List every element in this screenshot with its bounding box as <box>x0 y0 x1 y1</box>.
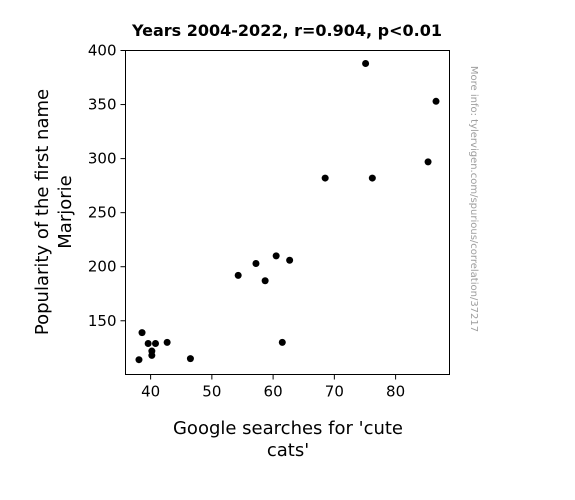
y-tick-label: 200 <box>88 258 117 276</box>
data-point-16 <box>368 174 376 182</box>
plot-border <box>125 50 450 375</box>
y-tick-label: 400 <box>88 42 117 60</box>
data-point-12 <box>278 338 286 346</box>
x-tick-label: 60 <box>264 383 283 401</box>
data-point-15 <box>362 59 370 67</box>
chart-title: Years 2004-2022, r=0.904, p<0.01 <box>131 21 442 40</box>
data-point-5 <box>152 339 160 347</box>
plot-area <box>125 50 450 375</box>
data-point-4 <box>148 347 156 355</box>
y-axis-label-line-2: Marjorie <box>55 175 76 248</box>
x-tick-label: 50 <box>202 383 221 401</box>
data-point-10 <box>261 277 269 285</box>
data-point-7 <box>186 355 194 363</box>
data-point-13 <box>286 256 294 264</box>
x-axis-label-line-2: cats' <box>267 440 309 461</box>
data-point-8 <box>234 271 242 279</box>
y-axis: 150 200 250 300 350 400 <box>88 42 126 330</box>
data-point-18 <box>432 97 440 105</box>
x-tick-label: 80 <box>386 383 405 401</box>
data-point-6 <box>163 338 171 346</box>
x-axis-label-line-1: Google searches for 'cute <box>173 418 403 439</box>
y-tick-label: 150 <box>88 312 117 330</box>
y-tick-label: 350 <box>88 96 117 114</box>
data-point-0 <box>135 356 143 364</box>
y-axis-label-line-1: Popularity of the first name <box>32 89 53 335</box>
y-tick-label: 250 <box>88 204 117 222</box>
scatter-points <box>135 59 440 364</box>
data-point-14 <box>321 174 329 182</box>
data-point-11 <box>272 252 280 260</box>
x-tick-label: 40 <box>141 383 160 401</box>
x-tick-label: 70 <box>325 383 344 401</box>
data-point-9 <box>252 259 260 267</box>
data-point-1 <box>138 329 146 337</box>
data-point-17 <box>424 158 432 166</box>
watermark-text: More info: tylervigen.com/spurious/corre… <box>468 66 479 332</box>
y-tick-label: 300 <box>88 150 117 168</box>
x-axis: 40 50 60 70 80 <box>141 374 405 401</box>
data-point-2 <box>144 339 152 347</box>
